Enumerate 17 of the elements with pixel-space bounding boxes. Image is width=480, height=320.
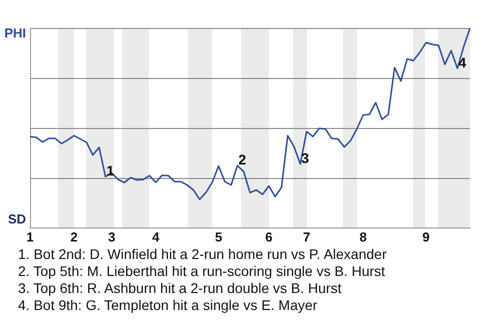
text: 1. Bot 2nd: D. Winfield hit a 2-run home run vs P. Alexander bbox=[18, 246, 387, 263]
x-tick-label: 1 bbox=[26, 229, 34, 244]
text: 2. Top 5th: M. Lieberthal hit a run-scoring single vs B. Hurst bbox=[18, 263, 386, 280]
annotation: 3 bbox=[301, 150, 310, 166]
x-tick-label: 3 bbox=[108, 229, 116, 244]
text: 4. Bot 9th: G. Templeton hit a single vs E. Mayer bbox=[18, 297, 318, 314]
x-tick-label: 4 bbox=[152, 229, 160, 244]
x-tick-label: 5 bbox=[214, 229, 222, 244]
x-tick-label: 6 bbox=[265, 229, 272, 244]
x-tick-label: 8 bbox=[360, 229, 367, 244]
x-tick-label: 9 bbox=[422, 229, 430, 244]
text: SD bbox=[8, 212, 26, 227]
annotation: 2 bbox=[238, 151, 246, 168]
text: 3. Top 6th: R. Ashburn hit a 2-run double vs B. Hurst bbox=[18, 280, 342, 297]
x-tick-label: 7 bbox=[302, 229, 310, 244]
x-tick-label: 2 bbox=[70, 229, 78, 244]
text: PHI bbox=[4, 26, 26, 41]
